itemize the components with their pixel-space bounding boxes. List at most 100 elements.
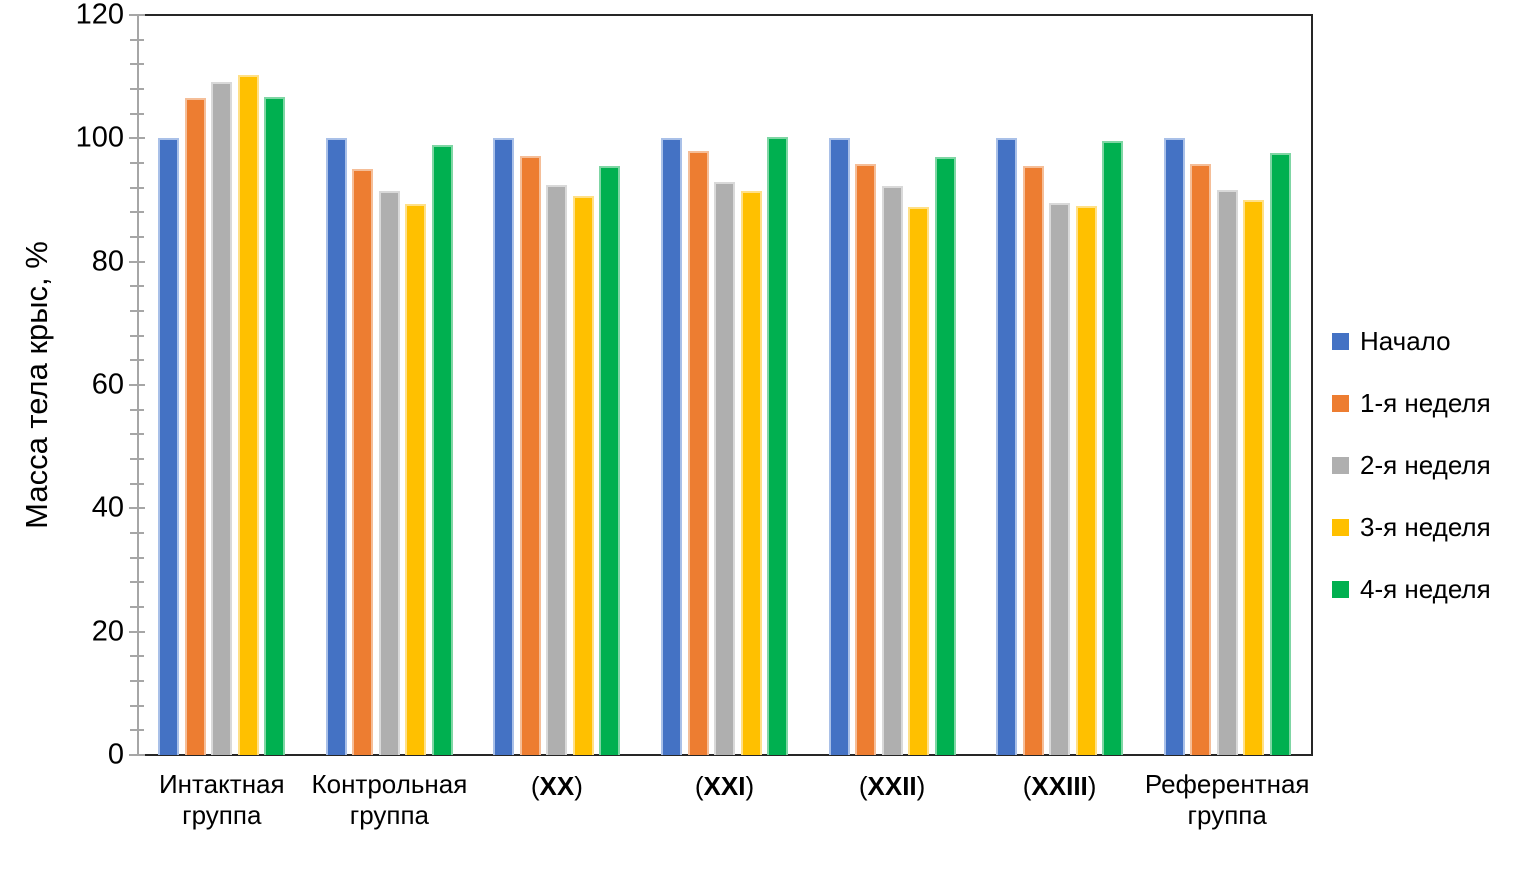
y-axis-minor-tick bbox=[130, 581, 144, 584]
x-axis-label: (XX) bbox=[530, 771, 583, 801]
y-axis-tick-label: 120 bbox=[75, 0, 124, 31]
y-axis-major-tick bbox=[129, 507, 145, 510]
bar bbox=[996, 138, 1018, 755]
x-axis-label: Контрольная группа bbox=[311, 769, 468, 830]
y-axis-minor-tick bbox=[130, 162, 144, 164]
y-axis-major-tick bbox=[129, 260, 145, 263]
y-axis-minor-tick bbox=[130, 433, 144, 436]
bar bbox=[1102, 140, 1124, 755]
legend-label: 3-я неделя bbox=[1360, 512, 1491, 542]
y-axis-minor-tick bbox=[130, 655, 144, 658]
bar bbox=[211, 81, 233, 755]
bar bbox=[1075, 205, 1097, 755]
y-axis-minor-tick bbox=[130, 310, 144, 312]
legend-swatch-icon bbox=[1332, 581, 1349, 598]
y-axis-minor-tick bbox=[130, 359, 144, 362]
y-axis-tick-label: 20 bbox=[91, 615, 124, 648]
bar bbox=[740, 190, 762, 756]
bar bbox=[519, 156, 541, 755]
y-axis-minor-tick bbox=[130, 482, 144, 485]
legend-item: 3-я неделя bbox=[1332, 512, 1491, 543]
y-axis-tick-label: 40 bbox=[91, 491, 124, 524]
bar bbox=[237, 74, 259, 755]
y-axis-minor-tick bbox=[130, 63, 144, 66]
bar bbox=[661, 138, 682, 755]
x-axis-label: (XXIII) bbox=[1022, 771, 1097, 801]
bar bbox=[1049, 202, 1071, 755]
plot-border-top bbox=[137, 14, 1313, 16]
x-axis-label: (XXI) bbox=[694, 771, 755, 801]
y-axis-minor-tick bbox=[130, 186, 144, 189]
bar bbox=[687, 150, 709, 755]
y-axis-minor-tick bbox=[130, 556, 144, 559]
bar bbox=[714, 182, 735, 755]
legend-swatch-icon bbox=[1332, 395, 1349, 412]
bar bbox=[855, 163, 877, 755]
y-axis-minor-tick bbox=[130, 112, 144, 115]
bar bbox=[352, 168, 374, 755]
x-axis-label: (XXII) bbox=[858, 771, 926, 801]
bar bbox=[184, 98, 206, 756]
bar bbox=[546, 184, 568, 755]
y-axis-major-tick bbox=[129, 137, 145, 140]
y-axis-minor-tick bbox=[130, 704, 144, 707]
bar bbox=[1216, 190, 1238, 755]
legend-label: Начало bbox=[1360, 326, 1451, 356]
y-axis-major-tick bbox=[129, 630, 145, 633]
bar bbox=[1190, 164, 1212, 755]
y-axis-minor-tick bbox=[130, 729, 144, 732]
legend-swatch-icon bbox=[1332, 457, 1349, 474]
y-axis-minor-tick bbox=[130, 334, 144, 337]
y-axis-minor-tick bbox=[130, 236, 144, 238]
x-axis-label: Интактная группа bbox=[158, 769, 285, 830]
y-axis-minor-tick bbox=[130, 211, 144, 214]
legend-swatch-icon bbox=[1332, 333, 1349, 350]
y-axis-minor-tick bbox=[130, 532, 144, 534]
y-axis-minor-tick bbox=[130, 285, 144, 288]
y-axis-major-tick bbox=[129, 754, 145, 756]
bar bbox=[1022, 166, 1044, 755]
y-axis-major-tick bbox=[129, 384, 145, 386]
bar bbox=[1243, 200, 1265, 755]
y-axis-minor-tick bbox=[130, 680, 144, 682]
bar bbox=[599, 165, 621, 755]
legend-label: 4-я неделя bbox=[1360, 574, 1491, 604]
bar bbox=[908, 207, 930, 755]
legend-label: 1-я неделя bbox=[1360, 388, 1491, 418]
legend-item: 2-я неделя bbox=[1332, 450, 1491, 481]
bar bbox=[881, 186, 903, 755]
bar bbox=[431, 144, 453, 755]
legend-item: 1-я неделя bbox=[1332, 388, 1491, 419]
bar bbox=[325, 138, 347, 755]
bar bbox=[405, 204, 427, 755]
bar bbox=[1269, 152, 1291, 755]
legend-item: Начало bbox=[1332, 326, 1491, 357]
bar bbox=[264, 97, 286, 755]
bar bbox=[378, 190, 400, 756]
y-axis-minor-tick bbox=[130, 408, 144, 411]
x-axis-label: Референтная группа bbox=[1144, 769, 1310, 830]
plot-border-right bbox=[1311, 14, 1313, 756]
legend-label: 2-я неделя bbox=[1360, 450, 1491, 480]
y-axis-minor-tick bbox=[130, 38, 144, 41]
y-axis-minor-tick bbox=[130, 88, 144, 90]
y-axis-minor-tick bbox=[130, 606, 144, 608]
plot-border-bottom bbox=[137, 754, 1313, 756]
bar bbox=[767, 136, 788, 755]
y-axis-minor-tick bbox=[130, 458, 144, 460]
y-axis-tick-label: 0 bbox=[107, 738, 124, 771]
bar bbox=[158, 138, 180, 755]
bar bbox=[934, 157, 956, 755]
y-axis-tick-label: 100 bbox=[75, 121, 124, 154]
legend-item: 4-я неделя bbox=[1332, 574, 1491, 605]
legend-swatch-icon bbox=[1332, 519, 1349, 536]
y-axis-tick-label: 80 bbox=[91, 245, 124, 278]
bar bbox=[572, 195, 594, 755]
legend: Начало 1-я неделя 2-я неделя 3-я неделя … bbox=[1332, 326, 1491, 636]
bar bbox=[828, 138, 850, 755]
y-axis-major-tick bbox=[129, 14, 145, 16]
bar bbox=[493, 138, 515, 755]
bar bbox=[1163, 138, 1185, 755]
y-axis-tick-label: 60 bbox=[91, 368, 124, 401]
